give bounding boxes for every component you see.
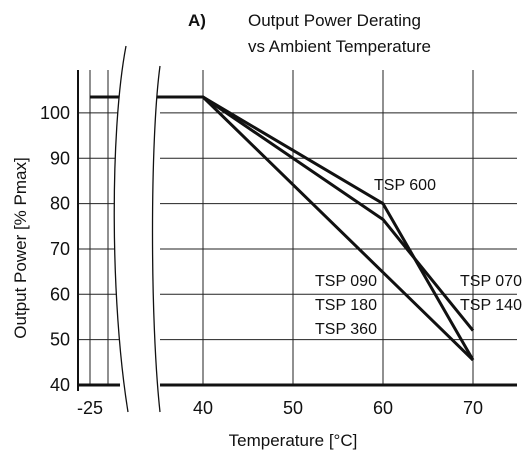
x-tick-label: -25: [77, 398, 103, 418]
y-tick-label: 60: [50, 284, 70, 304]
chart-title-line-2: vs Ambient Temperature: [248, 37, 431, 56]
series-labels: TSP 600 TSP 070 TSP 140 TSP 090 TSP 180 TSP 3…: [315, 177, 522, 338]
y-tick-label: 40: [50, 375, 70, 395]
axis-break-gap: [114, 46, 160, 412]
panel-label: A): [188, 11, 206, 30]
axis-break-edge-left: [113, 45, 129, 413]
chart-title-line-1: Output Power Derating: [248, 11, 421, 30]
series-label: TSP 140: [460, 297, 522, 314]
axis-break-edge-right: [151, 65, 161, 413]
series-label: TSP 090: [315, 273, 377, 290]
series-label: TSP 600: [374, 177, 436, 194]
x-tick-label: 40: [193, 398, 213, 418]
series-label: TSP 180: [315, 297, 377, 314]
x-tick-label: 60: [373, 398, 393, 418]
tick-labels: 100 90 80 70 60 50 40 -25 40 50 60 70: [40, 103, 483, 418]
x-tick-label: 50: [283, 398, 303, 418]
y-axis-title: Output Power [% Pmax]: [11, 157, 30, 338]
y-tick-label: 100: [40, 103, 70, 123]
series-label: TSP 360: [315, 321, 377, 338]
axis-break: [113, 45, 161, 413]
y-tick-label: 70: [50, 239, 70, 259]
series-label: TSP 070: [460, 273, 522, 290]
x-tick-label: 70: [463, 398, 483, 418]
x-axis-title: Temperature [°C]: [229, 431, 358, 450]
grid: [78, 70, 517, 386]
y-tick-label: 90: [50, 148, 70, 168]
y-tick-label: 80: [50, 194, 70, 214]
y-tick-label: 50: [50, 330, 70, 350]
axes-frame: [77, 70, 517, 391]
